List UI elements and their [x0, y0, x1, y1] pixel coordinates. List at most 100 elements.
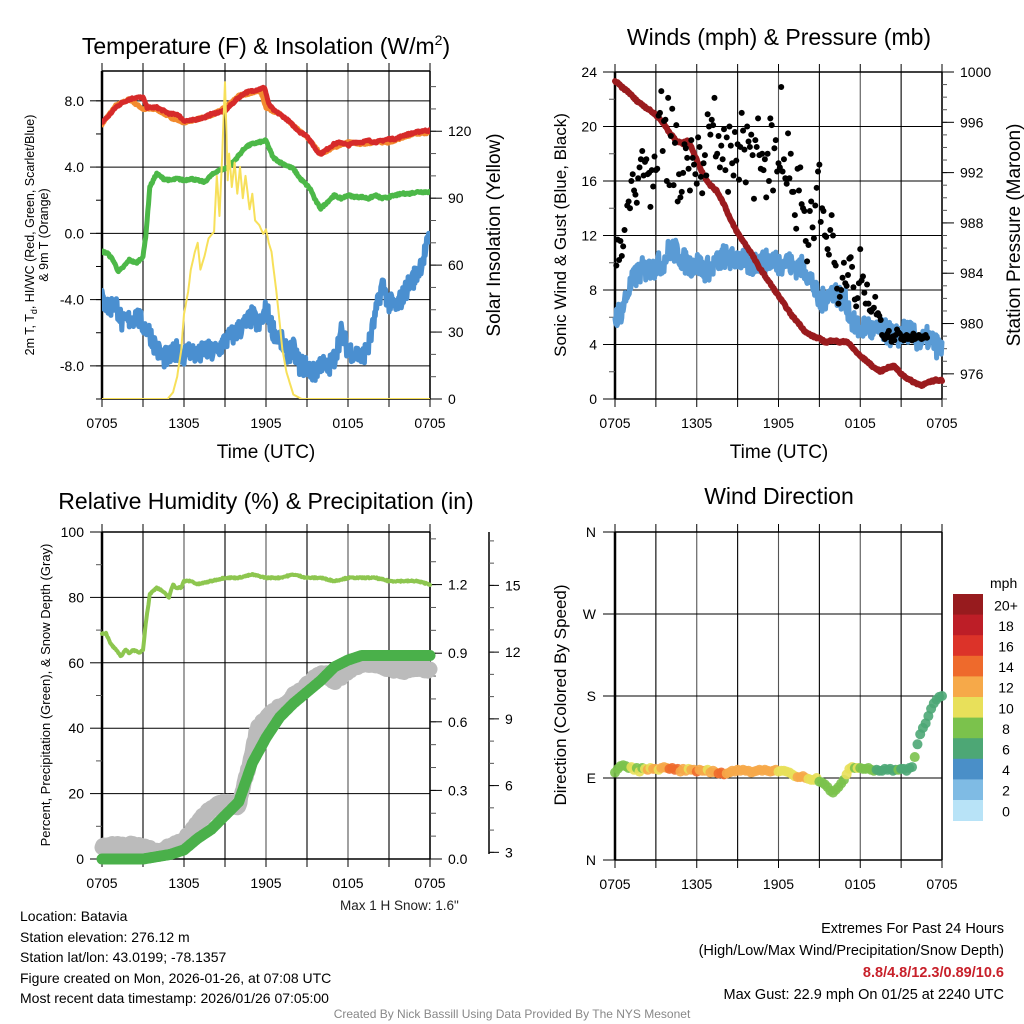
colorbar-swatch	[953, 594, 983, 615]
gust-point	[847, 254, 854, 261]
gust-point	[636, 164, 643, 171]
gust-point	[843, 282, 850, 289]
gust-point	[849, 263, 856, 270]
gust-point	[635, 175, 642, 182]
gust-point	[686, 187, 693, 194]
figure-created-time: Figure created on Mon, 2026-01-26, at 07…	[20, 969, 332, 986]
chart-title: Wind Direction	[704, 483, 854, 509]
gust-point	[735, 176, 742, 183]
gust-point	[778, 83, 785, 90]
x-tick-label: 1905	[763, 415, 794, 431]
gust-point	[844, 272, 851, 279]
y-tick-label: W	[583, 606, 597, 622]
y-tick-label: 60	[68, 655, 84, 671]
max-hourly-snow-annotation: Max 1 H Snow: 1.6"	[340, 898, 459, 913]
series-line-station-pressure	[612, 78, 945, 389]
gust-point	[650, 183, 657, 190]
gust-point	[625, 198, 632, 205]
gust-point	[877, 316, 884, 323]
y-tick-label: 100	[61, 524, 85, 540]
title-end: )	[442, 33, 450, 59]
gust-point	[812, 202, 819, 209]
gust-point	[673, 122, 680, 129]
precip-tick-label: 0.3	[448, 782, 468, 798]
colorbar-swatch	[953, 717, 983, 739]
y-axis-label: Direction (Colored By Speed)	[551, 584, 570, 805]
x-tick-label: 0705	[599, 415, 630, 431]
gust-point	[708, 116, 715, 123]
colorbar-label: 8	[1002, 721, 1010, 737]
colorbar-swatch	[953, 758, 983, 780]
colorbar-label: 6	[1002, 742, 1010, 758]
station-latlon: Station lat/lon: 43.0199; -78.1357	[20, 949, 227, 965]
gust-point	[695, 134, 702, 141]
y-tick-label: 20	[581, 119, 597, 135]
x-tick-label: 0105	[332, 415, 363, 431]
x-tick-label: 0105	[332, 875, 363, 891]
colorbar-label: 4	[1002, 762, 1010, 778]
colorbar-swatch	[953, 676, 983, 698]
colorbar-label: 12	[998, 680, 1014, 696]
gust-point	[719, 156, 726, 163]
precip-tick-label: 0.0	[448, 851, 468, 867]
x-tick-label: 0705	[86, 415, 117, 431]
gust-point	[700, 160, 707, 167]
direction-point	[912, 739, 923, 750]
gust-point	[618, 252, 625, 259]
gust-point	[797, 164, 804, 171]
gust-point	[891, 337, 898, 344]
colorbar-label: 2	[1002, 783, 1010, 799]
gust-point	[730, 172, 737, 179]
gust-point	[760, 167, 767, 174]
gust-point	[836, 293, 843, 300]
y2-tick-label: 976	[960, 366, 984, 382]
gust-point	[620, 243, 627, 250]
gust-point	[696, 143, 703, 150]
series-line-2m-td	[102, 137, 430, 275]
gust-point	[885, 327, 892, 334]
extremes-values: 8.8/4.8/12.3/0.89/10.6	[862, 965, 1004, 981]
series-line-hi-wc	[102, 230, 430, 383]
gust-point	[840, 259, 847, 266]
gust-point	[850, 284, 857, 291]
plot-area	[102, 81, 430, 399]
y2-tick-label: 1000	[960, 64, 991, 80]
gust-point	[718, 142, 725, 149]
gust-point	[765, 178, 772, 184]
y-axis-label: Sonic Wind & Gust (Blue, Black)	[551, 113, 570, 357]
gust-point	[665, 94, 672, 101]
gust-point	[790, 188, 797, 195]
y2-tick-label: 992	[960, 165, 984, 181]
gust-point	[633, 199, 640, 206]
gust-point	[711, 94, 718, 101]
y2-tick-label: 996	[960, 114, 984, 130]
gust-point	[770, 187, 777, 194]
x-tick-label: 1905	[250, 875, 281, 891]
y2-tick-label: 90	[448, 190, 464, 206]
gust-point	[741, 146, 748, 153]
series-line-snow-depth	[94, 653, 438, 862]
gust-point	[723, 134, 730, 141]
gust-point	[613, 262, 620, 269]
y-tick-label: -8.0	[60, 358, 84, 374]
gust-point	[779, 168, 786, 175]
snow-tick-label: 6	[505, 778, 513, 794]
x-tick-label: 1305	[168, 875, 199, 891]
gust-point	[670, 182, 677, 189]
x-tick-label: 0705	[86, 875, 117, 891]
gust-point	[810, 235, 817, 242]
gust-point	[662, 116, 669, 123]
gust-point	[707, 131, 714, 138]
direction-point	[909, 752, 920, 763]
x-tick-label: 1305	[168, 415, 199, 431]
gust-point	[824, 246, 831, 253]
gust-point	[628, 178, 635, 184]
y-tick-label: 20	[68, 786, 84, 802]
y-axis-label-line2: & 9m T (Orange)	[37, 188, 51, 281]
colorbar-label: 0	[1002, 803, 1010, 819]
chart-humidity: Relative Humidity (%) & Precipitation (i…	[38, 488, 521, 891]
x-tick-label: 1305	[681, 876, 712, 892]
y2-tick-label: 988	[960, 215, 984, 231]
gust-point	[801, 207, 808, 214]
gust-point	[682, 145, 689, 152]
